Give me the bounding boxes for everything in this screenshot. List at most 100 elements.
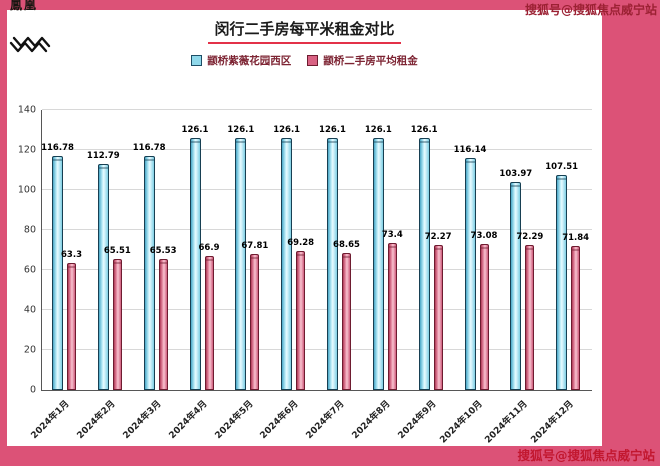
x-tick-label: 2024年3月 — [121, 399, 164, 442]
corner-mark: 鳳凰 — [10, 0, 39, 12]
bar-cap — [282, 140, 292, 143]
bar-cap — [572, 249, 580, 252]
chart-title: 闵行二手房每平米租金对比 — [208, 18, 401, 44]
bar-value-label: 103.97 — [499, 169, 533, 180]
bar-cap — [373, 140, 383, 143]
bar-value-label: 126.1 — [227, 124, 255, 135]
bar-cap — [53, 159, 62, 162]
x-tick-label: 2024年9月 — [396, 399, 439, 442]
bar-cap — [251, 257, 259, 260]
watermark-top: 搜狐号@搜狐焦点威宁站 — [524, 3, 657, 17]
bar-cap — [144, 159, 154, 162]
y-tick-label: 60 — [23, 264, 36, 276]
bar-cap — [526, 248, 534, 251]
gridline — [42, 229, 592, 230]
x-tick-label: 2024年1月 — [29, 399, 72, 442]
bar-cap — [68, 266, 75, 269]
bar-series2 — [571, 246, 581, 390]
bar-value-label: 116.78 — [41, 143, 74, 154]
y-tick-label: 0 — [29, 384, 36, 396]
legend-item-series1: 颛桥紫薇花园西区 — [191, 53, 291, 68]
bar-series2 — [67, 263, 76, 390]
y-tick-label: 140 — [17, 104, 36, 116]
gridline — [42, 189, 592, 190]
watermark-bottom: 搜狐号@搜狐焦点威宁站 — [517, 448, 655, 463]
zigzag-logo-icon — [9, 36, 51, 53]
x-tick-label: 2024年12月 — [529, 399, 576, 446]
bar-group: 116.78 63.3 2024年1月 — [30, 110, 88, 441]
bar-group: 126.1 69.28 2024年6月 — [259, 110, 317, 441]
bar-series1 — [189, 137, 201, 390]
bar-series1 — [372, 137, 384, 390]
bar-cap — [388, 246, 396, 249]
legend-swatch-cyan — [191, 55, 203, 66]
bar-value-label: 126.1 — [319, 124, 346, 135]
bar-value-label: 69.28 — [287, 238, 315, 249]
bar-series2 — [250, 254, 260, 390]
y-tick-label: 100 — [17, 184, 36, 196]
bar-value-label: 72.27 — [424, 232, 452, 243]
bar-series1 — [97, 164, 109, 390]
legend-swatch-pink — [307, 55, 319, 66]
bar-series2 — [342, 252, 351, 390]
x-tick-label: 2024年8月 — [350, 399, 393, 442]
bar-series2 — [158, 258, 168, 390]
bar-cap — [205, 259, 213, 262]
x-tick-label: 2024年7月 — [304, 399, 347, 442]
bar-cap — [480, 246, 488, 249]
bar-cap — [465, 160, 475, 163]
bar-value-label: 126.1 — [181, 124, 209, 135]
bar-value-label: 73.4 — [381, 230, 403, 241]
bar-group: 126.1 67.81 2024年5月 — [213, 110, 271, 441]
bar-series1 — [281, 137, 293, 390]
gridline — [42, 269, 592, 270]
bar-group: 126.1 66.9 2024年4月 — [167, 110, 226, 441]
bar-group: 112.79 65.51 2024年2月 — [76, 110, 134, 441]
bar-cap — [98, 167, 108, 170]
bar-series1 — [510, 182, 522, 390]
bar-series2 — [204, 256, 214, 390]
bar-value-label: 71.84 — [562, 233, 590, 244]
x-tick-label: 2024年6月 — [259, 399, 301, 442]
bar-value-label: 66.9 — [198, 243, 220, 254]
bar-value-label: 65.53 — [149, 245, 177, 256]
bar-series1 — [464, 157, 476, 390]
title-row: 闵行二手房每平米租金对比 — [7, 10, 602, 44]
bar-cap — [343, 255, 350, 258]
chart-legend: 颛桥紫薇花园西区 颛桥二手房平均租金 — [7, 53, 602, 68]
bar-cap — [113, 261, 121, 264]
x-tick-label: 2024年11月 — [483, 399, 531, 446]
bar-series2 — [433, 245, 443, 390]
bar-series2 — [479, 243, 489, 390]
bar-value-label: 65.51 — [103, 245, 131, 256]
x-tick-label: 2024年10月 — [437, 399, 485, 446]
bar-cap — [328, 140, 337, 143]
bar-series2 — [296, 251, 306, 390]
bar-series2 — [387, 243, 397, 390]
bar-value-label: 126.1 — [273, 124, 301, 135]
bar-series1 — [327, 137, 338, 390]
legend-label-series2: 颛桥二手房平均租金 — [323, 55, 418, 67]
bar-value-label: 116.14 — [453, 144, 487, 155]
bar-cap — [557, 177, 567, 180]
y-tick-label: 120 — [17, 144, 36, 156]
bar-value-label: 68.65 — [333, 239, 360, 250]
gridline — [42, 149, 592, 150]
bar-cap — [434, 248, 442, 251]
bar-series2 — [525, 245, 535, 390]
bar-value-label: 126.1 — [364, 124, 392, 135]
x-tick-label: 2024年2月 — [75, 399, 118, 442]
bar-cap — [236, 140, 246, 143]
bar-series1 — [556, 174, 568, 390]
bar-series2 — [112, 258, 122, 390]
bar-value-label: 112.79 — [86, 151, 120, 162]
legend-label-series1: 颛桥紫薇花园西区 — [207, 55, 292, 67]
gridline — [42, 309, 592, 310]
bar-cap — [297, 254, 305, 257]
bar-group: 107.51 71.84 2024年12月 — [530, 110, 592, 446]
bar-cap — [419, 140, 429, 143]
bar-cap — [511, 185, 521, 188]
gridline — [42, 109, 592, 110]
y-tick-label: 20 — [23, 344, 36, 356]
